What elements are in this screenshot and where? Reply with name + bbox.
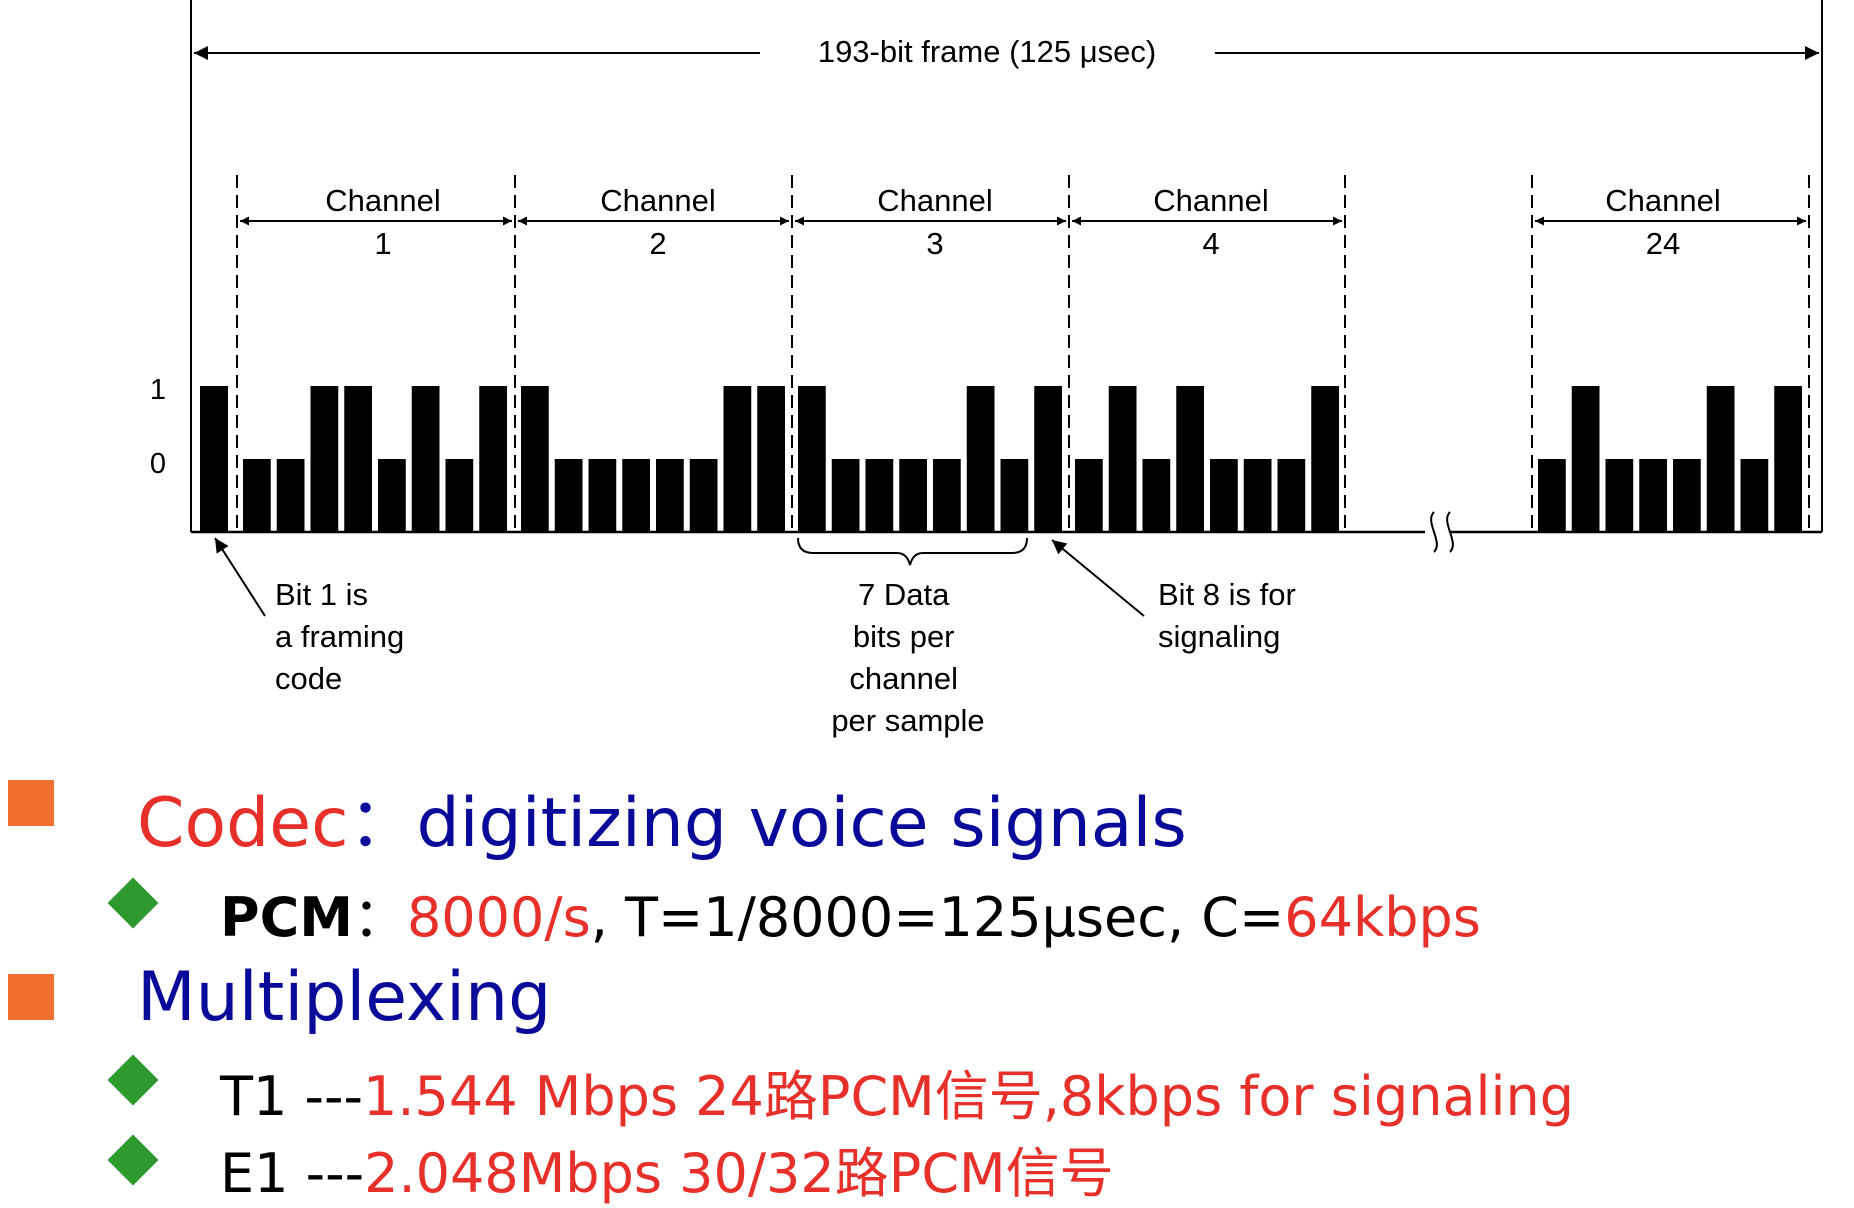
bit-bar — [831, 459, 860, 532]
bit-bar — [445, 459, 474, 532]
bit-bar — [1571, 386, 1600, 532]
bit-bar — [1210, 459, 1238, 532]
framing-bit-pointer — [214, 537, 266, 617]
frame-label: 193-bit frame (125 μsec) — [818, 34, 1156, 69]
framing-note: Bit 1 is a framing code — [275, 577, 413, 696]
bullet-t1: T1 ---1.544 Mbps 24路PCM信号,8kbps for sign… — [220, 1065, 1575, 1128]
bit-bar — [1176, 386, 1204, 532]
bit-bar — [656, 459, 684, 532]
channel-label: Channel — [600, 183, 715, 218]
framing-bit-bar — [200, 386, 228, 532]
bit-bar — [1142, 459, 1171, 532]
bit-bar — [1740, 459, 1769, 532]
bit-bars — [200, 386, 1802, 532]
bit-bar — [723, 386, 752, 532]
channel-label: Channel — [1153, 183, 1268, 218]
bullet-e1: E1 ---2.048Mbps 30/32路PCM信号 — [220, 1142, 1114, 1205]
bit-bar — [521, 386, 549, 532]
bit-bar — [1706, 386, 1735, 532]
break-mark — [1430, 511, 1454, 553]
bit-bar — [622, 459, 650, 532]
bit-bar — [1673, 459, 1701, 532]
bit-bar — [966, 386, 995, 532]
diamond-bullet-icon — [107, 1134, 159, 1186]
channel-number: 1 — [374, 226, 391, 261]
t1-frame-diagram: 193-bit frame (125 μsec) 1 0 Channel 1 C… — [150, 0, 1823, 738]
bit-bar — [1034, 386, 1062, 532]
channel-label: Channel — [325, 183, 440, 218]
bullet-codec: Codec：digitizing voice signals — [137, 784, 1187, 863]
bit-bar — [798, 386, 826, 532]
bit-bar — [865, 459, 894, 532]
bit-bar — [276, 459, 305, 532]
bit-bar — [310, 386, 339, 532]
bullet-multiplexing: Multiplexing — [137, 958, 552, 1037]
square-bullet-icon — [8, 780, 54, 826]
signaling-bit-pointer — [1051, 539, 1145, 617]
bit-bar — [344, 386, 372, 532]
level-zero-label: 0 — [150, 448, 166, 480]
bit-bar — [933, 459, 961, 532]
bit-bar — [1639, 459, 1667, 532]
channel-label: Channel — [1605, 183, 1720, 218]
bit-bar — [1311, 386, 1339, 532]
bit-bar — [899, 459, 927, 532]
bullet-pcm: PCM：8000/s, T=1/8000=125μsec, C=64kbps — [220, 886, 1481, 949]
bit-bar — [479, 386, 507, 532]
bit-bar — [1108, 386, 1137, 532]
channel-number: 3 — [926, 226, 943, 261]
data-bits-brace — [797, 537, 1028, 566]
bit-bar — [757, 386, 785, 532]
bit-bar — [243, 459, 271, 532]
diamond-bullet-icon — [107, 877, 159, 929]
bit-bar — [1243, 459, 1272, 532]
data-bits-note: 7 Data bits per channel per sample — [831, 577, 984, 738]
bit-bar — [1277, 459, 1306, 532]
bit-bar — [1605, 459, 1634, 532]
channel-number: 2 — [649, 226, 666, 261]
bit-bar — [1538, 459, 1566, 532]
bit-bar — [1000, 459, 1029, 532]
bit-bar — [588, 459, 617, 532]
bit-bar — [411, 386, 440, 532]
level-one-label: 1 — [150, 374, 166, 406]
channel-number: 4 — [1202, 226, 1219, 261]
signaling-note: Bit 8 is for signaling — [1158, 577, 1304, 654]
bit-bar — [1075, 459, 1103, 532]
bit-bar — [689, 459, 718, 532]
diamond-bullet-icon — [107, 1054, 159, 1106]
square-bullet-icon — [8, 974, 54, 1020]
bit-bar — [1774, 386, 1802, 532]
bit-bar — [554, 459, 583, 532]
bit-bar — [378, 459, 406, 532]
channel-label: Channel — [877, 183, 992, 218]
channel-number: 24 — [1646, 226, 1680, 261]
